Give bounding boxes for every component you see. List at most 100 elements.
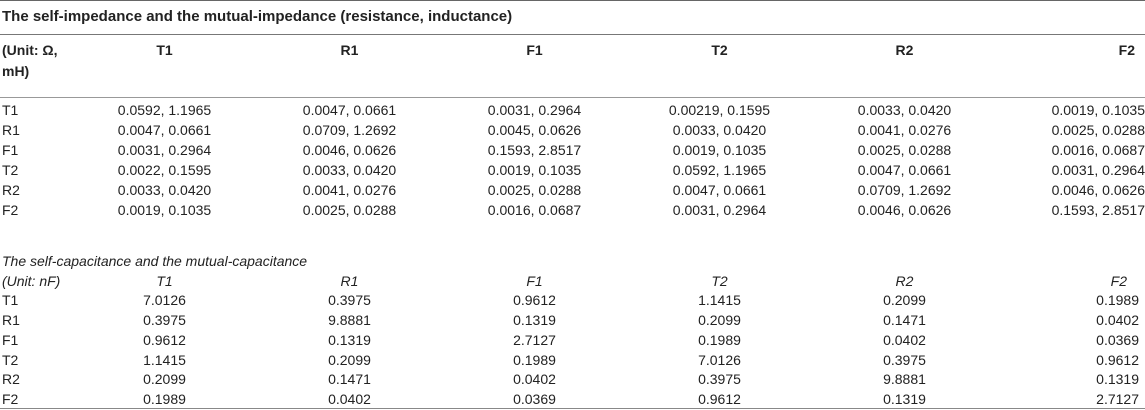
capacitance-cell: 0.1319 (883, 390, 926, 407)
impedance-cell: 0.0016, 0.0687 (1051, 142, 1145, 158)
impedance-cell: 0.1593, 2.8517 (487, 142, 582, 158)
capacitance-cell: 0.2099 (883, 292, 926, 309)
col-header-t1: T1 (156, 42, 173, 58)
impedance-cell: 0.0047, 0.0661 (672, 182, 767, 198)
impedance-row: R1 0.0047, 0.0661 0.0709, 1.2692 0.0045, 0.… (0, 120, 1145, 140)
impedance-cell: 0.0592, 1.1965 (117, 102, 212, 118)
impedance-cell: 0.0019, 0.1035 (117, 202, 212, 218)
impedance-cell: 0.0046, 0.0626 (1051, 182, 1145, 198)
impedance-cell: 0.0047, 0.0661 (857, 162, 952, 178)
impedance-cell: 0.0019, 0.1035 (1051, 102, 1145, 118)
impedance-cell: 0.00219, 0.1595 (668, 102, 771, 118)
row-label: R1 (2, 312, 20, 329)
row-label: R2 (2, 371, 20, 388)
impedance-cell: 0.0033, 0.0420 (117, 182, 212, 198)
row-label: R1 (2, 122, 20, 138)
top-rule (0, 0, 1145, 1)
impedance-cell: 0.0709, 1.2692 (857, 182, 952, 198)
capacitance-cell: 0.9612 (143, 331, 186, 348)
capacitance-title-row: The self-capacitance and the mutual-capa… (0, 252, 1145, 272)
capacitance-row: F2 0.1989 0.0402 0.0369 0.9612 0.1319 2.7127 (0, 390, 1145, 410)
header-table: (Unit: Ω, mH) T1 R1 F1 T2 R2 F2 (0, 40, 1145, 82)
capacitance-cell: 0.2099 (698, 312, 741, 329)
capacitance-cell: 0.1989 (513, 351, 556, 368)
cap-col-header-r1: R1 (340, 272, 359, 289)
impedance-cell: 0.0025, 0.0288 (857, 142, 952, 158)
impedance-cell: 0.0019, 0.1035 (487, 162, 582, 178)
capacitance-cell: 0.1471 (328, 371, 371, 388)
impedance-cell: 0.0031, 0.2964 (487, 102, 582, 118)
impedance-cell: 0.0031, 0.2964 (117, 142, 212, 158)
capacitance-cell: 2.7127 (513, 331, 556, 348)
table-caption: The self-impedance and the mutual-impeda… (2, 8, 513, 25)
capacitance-row: T2 1.1415 0.2099 0.1989 7.0126 0.3975 0.9612 (0, 351, 1145, 371)
capacitance-cell: 9.8881 (328, 312, 371, 329)
capacitance-cell: 0.9612 (513, 292, 556, 309)
unit-label-line2: mH) (2, 63, 30, 79)
capacitance-cell: 0.1319 (513, 312, 556, 329)
impedance-cell: 0.0047, 0.0661 (117, 122, 212, 138)
capacitance-row: R1 0.3975 9.8881 0.1319 0.2099 0.1471 0.0402 (0, 311, 1145, 331)
impedance-cell: 0.0033, 0.0420 (857, 102, 952, 118)
capacitance-cell: 0.0369 (513, 390, 556, 407)
capacitance-cell: 0.0402 (1096, 312, 1139, 329)
capacitance-row: F1 0.9612 0.1319 2.7127 0.1989 0.0402 0.0369 (0, 331, 1145, 351)
unit-label-impedance: (Unit: Ω, mH) (0, 40, 72, 82)
capacitance-cell: 0.3975 (328, 292, 371, 309)
col-header-t2: T2 (711, 42, 728, 58)
capacitance-cell: 0.0369 (1096, 331, 1139, 348)
caption-rule (0, 34, 1145, 35)
capacitance-cell: 0.3975 (143, 312, 186, 329)
impedance-row: R2 0.0033, 0.0420 0.0041, 0.0276 0.0025, 0.… (0, 180, 1145, 200)
capacitance-cell: 1.1415 (698, 292, 741, 309)
capacitance-cell: 0.2099 (328, 351, 371, 368)
impedance-cell: 0.0025, 0.0288 (1051, 122, 1145, 138)
bottom-rule (0, 408, 1145, 409)
row-label: T1 (2, 292, 19, 309)
impedance-cell: 0.0019, 0.1035 (672, 142, 767, 158)
impedance-cell: 0.0709, 1.2692 (302, 122, 397, 138)
impedance-row: T1 0.0592, 1.1965 0.0047, 0.0661 0.0031, 0.… (0, 100, 1145, 120)
capacitance-header-row: (Unit: nF) T1 R1 F1 T2 R2 F2 (0, 272, 1145, 292)
col-header-f1: F1 (526, 42, 543, 58)
capacitance-cell: 0.0402 (328, 390, 371, 407)
col-header-r1: R1 (340, 42, 359, 58)
row-label: T2 (2, 162, 19, 178)
capacitance-cell: 7.0126 (698, 351, 741, 368)
capacitance-cell: 0.1989 (1096, 292, 1139, 309)
capacitance-table: The self-capacitance and the mutual-capa… (0, 252, 1145, 410)
impedance-cell: 0.0031, 0.2964 (672, 202, 767, 218)
capacitance-row: T1 7.0126 0.3975 0.9612 1.1415 0.2099 0.1989 (0, 291, 1145, 311)
impedance-cell: 0.1593, 2.8517 (1051, 202, 1145, 218)
row-label: F1 (2, 142, 19, 158)
impedance-cell: 0.0025, 0.0288 (302, 202, 397, 218)
capacitance-cell: 0.0402 (883, 331, 926, 348)
unit-label-line1: (Unit: Ω, (2, 42, 58, 58)
capacitance-cell: 0.1989 (698, 331, 741, 348)
row-label: T1 (2, 102, 19, 118)
cap-col-header-r2: R2 (895, 272, 914, 289)
impedance-cell: 0.0046, 0.0626 (857, 202, 952, 218)
cap-col-header-t2: T2 (711, 272, 728, 289)
impedance-cell: 0.0045, 0.0626 (487, 122, 582, 138)
capacitance-title: The self-capacitance and the mutual-capa… (2, 253, 308, 269)
cap-col-header-t1: T1 (156, 272, 173, 289)
impedance-cell: 0.0046, 0.0626 (302, 142, 397, 158)
capacitance-cell: 0.1989 (143, 390, 186, 407)
header-rule (0, 97, 1145, 98)
capacitance-cell: 0.0402 (513, 371, 556, 388)
impedance-row: T2 0.0022, 0.1595 0.0033, 0.0420 0.0019, 0.… (0, 160, 1145, 180)
row-label: T2 (2, 351, 19, 368)
row-label: F1 (2, 331, 19, 348)
impedance-table: T1 0.0592, 1.1965 0.0047, 0.0661 0.0031, 0.… (0, 100, 1145, 220)
capacitance-row: R2 0.2099 0.1471 0.0402 0.3975 9.8881 0.1319 (0, 370, 1145, 390)
capacitance-cell: 2.7127 (1096, 390, 1139, 407)
impedance-cell: 0.0041, 0.0276 (857, 122, 952, 138)
row-label: F2 (2, 202, 19, 218)
capacitance-cell: 9.8881 (883, 371, 926, 388)
impedance-cell: 0.0025, 0.0288 (487, 182, 582, 198)
header-row: (Unit: Ω, mH) T1 R1 F1 T2 R2 F2 (0, 40, 1145, 82)
row-label: F2 (2, 390, 19, 407)
impedance-row: F1 0.0031, 0.2964 0.0046, 0.0626 0.1593, 2.… (0, 140, 1145, 160)
